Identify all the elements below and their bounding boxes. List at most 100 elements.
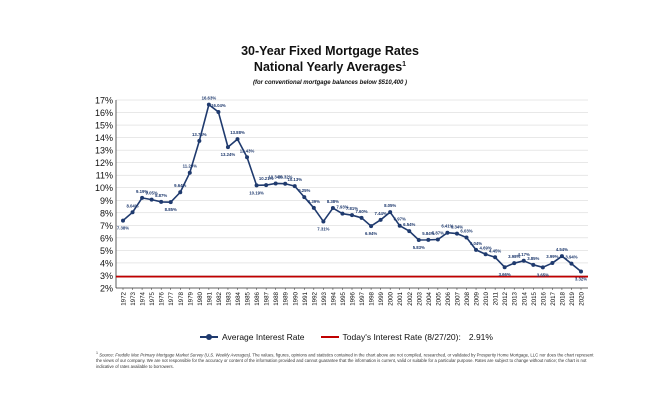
data-label: 8.85% [165,207,177,212]
x-tick-label: 1977 [168,291,175,305]
y-tick-label: 16% [95,108,113,118]
data-point [302,195,307,200]
chart-grid [116,99,588,289]
line-chart: 2% 3% 4% 5% 6% 7% 8% 9% 10% 11% 12% 13% 14% 15% 16% 17%… [95,96,588,306]
data-point [407,229,412,234]
data-point [340,211,345,216]
data-point [311,205,316,210]
data-point [206,102,211,107]
x-tick-label: 2015 [531,291,538,305]
x-tick-label: 1980 [197,291,204,305]
y-tick-label: 6% [100,233,113,243]
x-tick-label: 2011 [493,291,500,305]
x-tick-label: 1976 [159,291,166,305]
data-label: 8.39% [308,199,320,204]
data-point [435,237,440,242]
data-point [512,261,517,266]
data-point [474,247,479,252]
data-point [540,265,545,270]
data-point [121,218,125,223]
x-tick-label: 2008 [464,291,471,305]
y-axis: 2% 3% 4% 5% 6% 7% 8% 9% 10% 11% 12% 13% 14% 15% 16% 17% [95,96,117,294]
chart-title-line1: 30-Year Fixed Mortgage Rates [241,44,419,58]
data-label: 7.38% [117,226,129,231]
data-point [330,206,335,211]
data-label: 16.04% [211,103,226,108]
data-point [245,155,250,160]
data-label: 5.04% [470,241,482,246]
y-tick-label: 8% [100,208,113,218]
data-label: 7.60% [355,209,367,214]
data-point [464,235,469,240]
legend-label-average-rate: Average Interest Rate [222,332,305,342]
data-label: 6.41% [441,224,453,229]
data-point [187,170,192,175]
x-tick-label: 2012 [502,291,509,305]
data-label: 5.87% [432,230,444,235]
chart-title-line2: National Yearly Averages1 [0,60,660,74]
y-tick-label: 5% [100,246,113,256]
x-tick-label: 2017 [550,291,557,305]
x-tick-label: 2010 [483,291,490,305]
data-point [273,181,278,186]
x-tick-label: 1984 [235,291,242,305]
data-label: 9.19% [136,189,148,194]
data-point [369,224,374,229]
data-label: 8.38% [327,199,339,204]
data-label: 10.13% [287,177,302,182]
y-tick-label: 2% [100,284,113,294]
x-tick-label: 1985 [245,291,252,305]
y-tick-label: 3% [100,271,113,281]
data-point [225,145,230,150]
data-point [159,199,164,204]
data-label: 16.63% [202,96,217,101]
x-tick-label: 1978 [178,291,185,305]
data-label: 13.24% [221,152,236,157]
data-point [378,217,383,222]
footnote-source: Source: Freddie Mac Primary Mortgage Mar… [99,352,252,358]
x-tick-label: 1998 [369,291,376,305]
data-label: 8.87% [155,193,167,198]
data-label: 7.44% [375,211,387,216]
x-tick-label: 2005 [435,291,442,305]
chart-title-text: National Yearly Averages [253,60,403,74]
data-point [550,261,555,266]
data-point [292,184,297,189]
data-label: 3.65% [537,272,549,277]
x-tick-label: 1997 [359,291,366,305]
data-label: 13.88% [230,130,245,135]
data-label: 4.69% [479,245,491,250]
data-point [168,200,173,205]
data-point [531,262,536,267]
x-tick-label: 1999 [378,291,385,305]
data-label: 8.05% [384,203,396,208]
chart-legend: Average Interest Rate Today's Interest R… [200,332,509,342]
data-label: 4.54% [556,247,568,252]
y-tick-label: 7% [100,221,113,231]
x-tick-label: 2004 [426,291,433,305]
data-point [493,255,498,260]
x-tick-label: 1988 [273,291,280,305]
data-label: 10.34% [268,174,283,179]
x-tick-label: 1996 [350,291,357,305]
data-label: 7.81% [346,206,358,211]
data-label: 6.97% [394,217,406,222]
x-tick-label: 1981 [206,291,213,305]
data-point [569,261,574,266]
data-point [178,190,183,195]
data-point [283,181,288,186]
x-tick-label: 2001 [397,291,404,305]
data-label: 8.04% [126,203,138,208]
data-label: 7.31% [317,226,329,231]
data-point [140,195,145,200]
y-tick-label: 9% [100,196,113,206]
data-label: 4.17% [518,252,530,257]
x-tick-label: 1972 [121,291,128,305]
x-tick-label: 2018 [559,291,566,305]
data-label: 7.93% [336,205,348,210]
x-tick-label: 1991 [302,291,309,305]
x-tick-label: 1986 [254,291,261,305]
x-tick-label: 1992 [311,291,318,305]
x-tick-label: 2020 [579,291,586,305]
data-label: 10.32% [278,175,293,180]
